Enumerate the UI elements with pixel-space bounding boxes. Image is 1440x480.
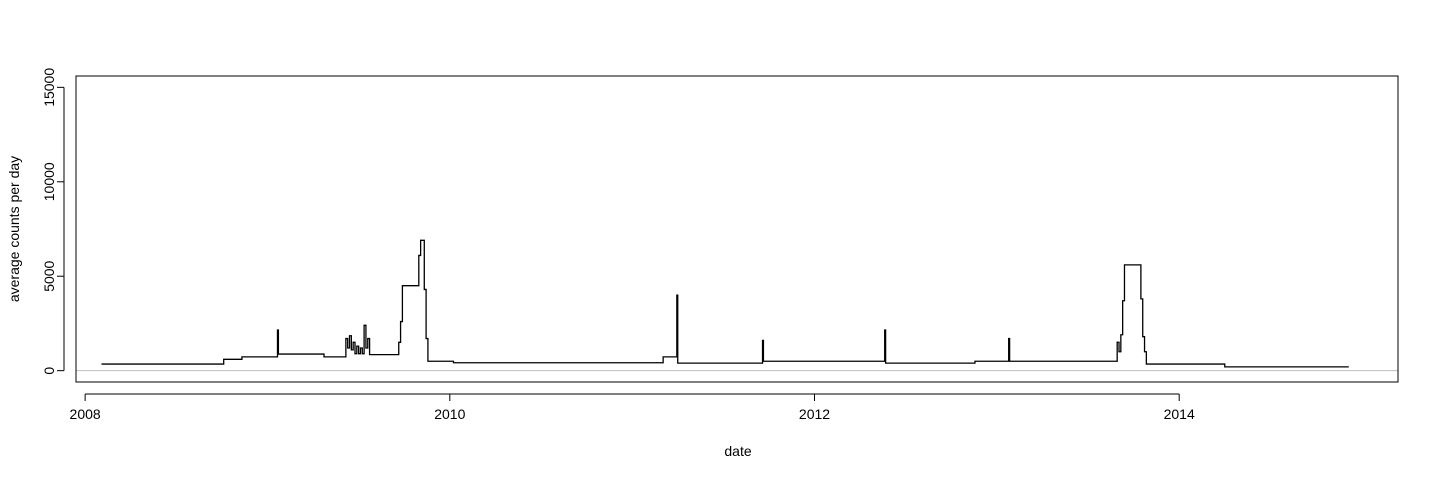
x-tick-label: 2010 — [434, 406, 465, 422]
y-axis: 0 5000 10000 15000 — [41, 68, 65, 375]
series-line — [101, 239, 1349, 368]
y-tick-label: 15000 — [41, 68, 57, 107]
y-axis-title: average counts per day — [6, 156, 22, 302]
x-axis-title: date — [724, 443, 751, 459]
y-tick-label: 10000 — [41, 162, 57, 201]
x-tick-label: 2008 — [70, 406, 101, 422]
plot-frame — [75, 75, 1399, 383]
x-tick-label: 2012 — [799, 406, 830, 422]
y-tick-label: 5000 — [41, 260, 57, 291]
y-tick-label: 0 — [41, 367, 57, 375]
x-axis: 2008 2010 2012 2014 — [70, 393, 1195, 422]
x-tick-label: 2014 — [1164, 406, 1195, 422]
